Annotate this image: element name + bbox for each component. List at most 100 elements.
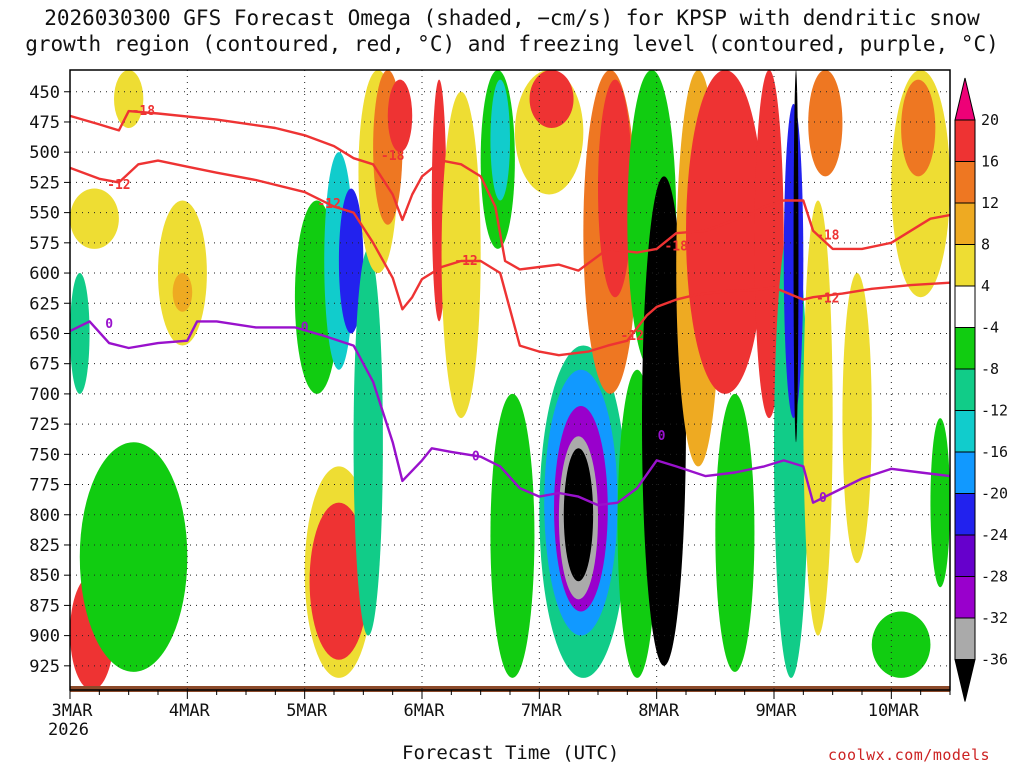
omega-region [387, 79, 413, 153]
omega-region [754, 70, 784, 419]
contour-label: 0 [658, 429, 666, 444]
contour-label: -12 [317, 197, 340, 212]
omega-region [642, 176, 686, 666]
contour-line [70, 159, 950, 357]
omega-region [490, 79, 510, 201]
y-tick-label: 625 [29, 294, 60, 314]
colorbar-segment [954, 244, 976, 287]
omega-region [70, 188, 119, 249]
contour-label: -12 [454, 254, 477, 269]
omega-region [686, 70, 765, 394]
y-tick-label: 875 [29, 596, 60, 616]
y-tick-label: 675 [29, 355, 60, 375]
omega-region [338, 188, 364, 334]
x-axis: 3MAR 4MAR 5MAR 6MAR 7MAR 8MAR 9MAR 10MAR [52, 690, 951, 721]
y-tick-label: 850 [29, 566, 60, 586]
colorbar: 20 16 12 8 4 -4 -8 -12 -16 -20 -24 -28 -32 -36 [954, 77, 1008, 702]
contour-label: -18 [381, 149, 405, 164]
omega-shading [70, 70, 950, 690]
contour-label: -12 [107, 178, 130, 193]
omega-region [793, 70, 799, 443]
y-tick-label: 600 [29, 264, 60, 284]
contour-label: -12 [620, 329, 643, 344]
x-tick-label: 9MAR [756, 701, 798, 721]
omega-region [783, 103, 804, 419]
omega-region [309, 502, 369, 660]
omega-region [441, 91, 481, 419]
surface-terrain-band [70, 686, 950, 692]
site-credit: coolwx.com/models [828, 746, 991, 764]
omega-region [172, 273, 193, 312]
y-tick-label: 550 [29, 204, 60, 224]
y-tick-label: 650 [29, 324, 60, 344]
colorbar-segment [954, 368, 976, 411]
contour-label: 0 [301, 320, 309, 335]
x-tick-label: 10MAR [868, 701, 920, 721]
contour-line [70, 320, 950, 507]
omega-region [598, 79, 633, 298]
colorbar-bottom-triangle [954, 659, 976, 702]
x-tick-label: 5MAR [286, 701, 328, 721]
colorbar-label: -4 [981, 319, 999, 337]
temperature-contours [70, 109, 950, 507]
omega-region [158, 200, 207, 346]
y-tick-label: 775 [29, 476, 60, 496]
chart-title-line-2: growth region (contoured, red, °C) and f… [25, 32, 999, 56]
contour-label: -18 [664, 239, 688, 254]
colorbar-segment [954, 617, 976, 660]
colorbar-segment [954, 576, 976, 619]
colorbar-segment [954, 327, 976, 370]
x-tick-label: 3MAR [52, 701, 94, 721]
y-tick-label: 475 [29, 113, 60, 133]
omega-region [79, 442, 188, 672]
omega-region [563, 448, 594, 582]
y-tick-label: 800 [29, 506, 60, 526]
contour-label: 0 [105, 317, 113, 332]
x-tick-label: 8MAR [638, 701, 680, 721]
colorbar-segment [954, 410, 976, 453]
y-tick-label: 725 [29, 415, 60, 435]
colorbar-label: 20 [981, 111, 999, 129]
x-axis-title: Forecast Time (UTC) [402, 742, 620, 764]
colorbar-segment [954, 285, 976, 328]
colorbar-segment [954, 161, 976, 204]
colorbar-label: -8 [981, 360, 999, 378]
y-tick-label: 700 [29, 385, 60, 405]
x-tick-label: 4MAR [169, 701, 211, 721]
omega-region [901, 79, 936, 177]
colorbar-top-triangle [954, 77, 976, 121]
colorbar-segment [954, 451, 976, 494]
omega-region [529, 70, 574, 129]
omega-region [803, 200, 833, 636]
colorbar-segment [954, 493, 976, 536]
omega-region [114, 70, 144, 129]
colorbar-label: -24 [981, 526, 1008, 544]
x-axis-year-label: 2026 [48, 720, 89, 740]
y-tick-label: 500 [29, 143, 60, 163]
x-tick-label: 7MAR [521, 701, 563, 721]
colorbar-label: -32 [981, 609, 1008, 627]
colorbar-label: -12 [981, 402, 1008, 420]
colorbar-label: -36 [981, 651, 1008, 669]
y-tick-label: 900 [29, 627, 60, 647]
colorbar-label: 12 [981, 194, 999, 212]
omega-region [930, 418, 950, 588]
colorbar-segment [954, 202, 976, 245]
omega-region [353, 248, 383, 636]
contour-label: -18 [132, 104, 156, 119]
y-axis: 450 475 500 525 550 575 600 625 650 675 700 725 750 7… [29, 83, 70, 677]
y-tick-label: 525 [29, 173, 60, 193]
omega-region [808, 70, 843, 177]
colorbar-label: -16 [981, 443, 1008, 461]
omega-region [490, 393, 535, 678]
y-tick-label: 750 [29, 445, 60, 465]
contour-label: -18 [816, 229, 840, 244]
y-tick-label: 575 [29, 234, 60, 254]
chart-title-line-1: 2026030300 GFS Forecast Omega (shaded, −… [44, 6, 980, 30]
colorbar-label: 8 [981, 236, 990, 254]
y-tick-label: 925 [29, 657, 60, 677]
contour-labels: -18 -18 -18 -18 -12 -12 -12 -12 -12 0 0 0 0 0 [105, 104, 839, 506]
omega-region [715, 393, 755, 672]
y-tick-label: 450 [29, 83, 60, 103]
